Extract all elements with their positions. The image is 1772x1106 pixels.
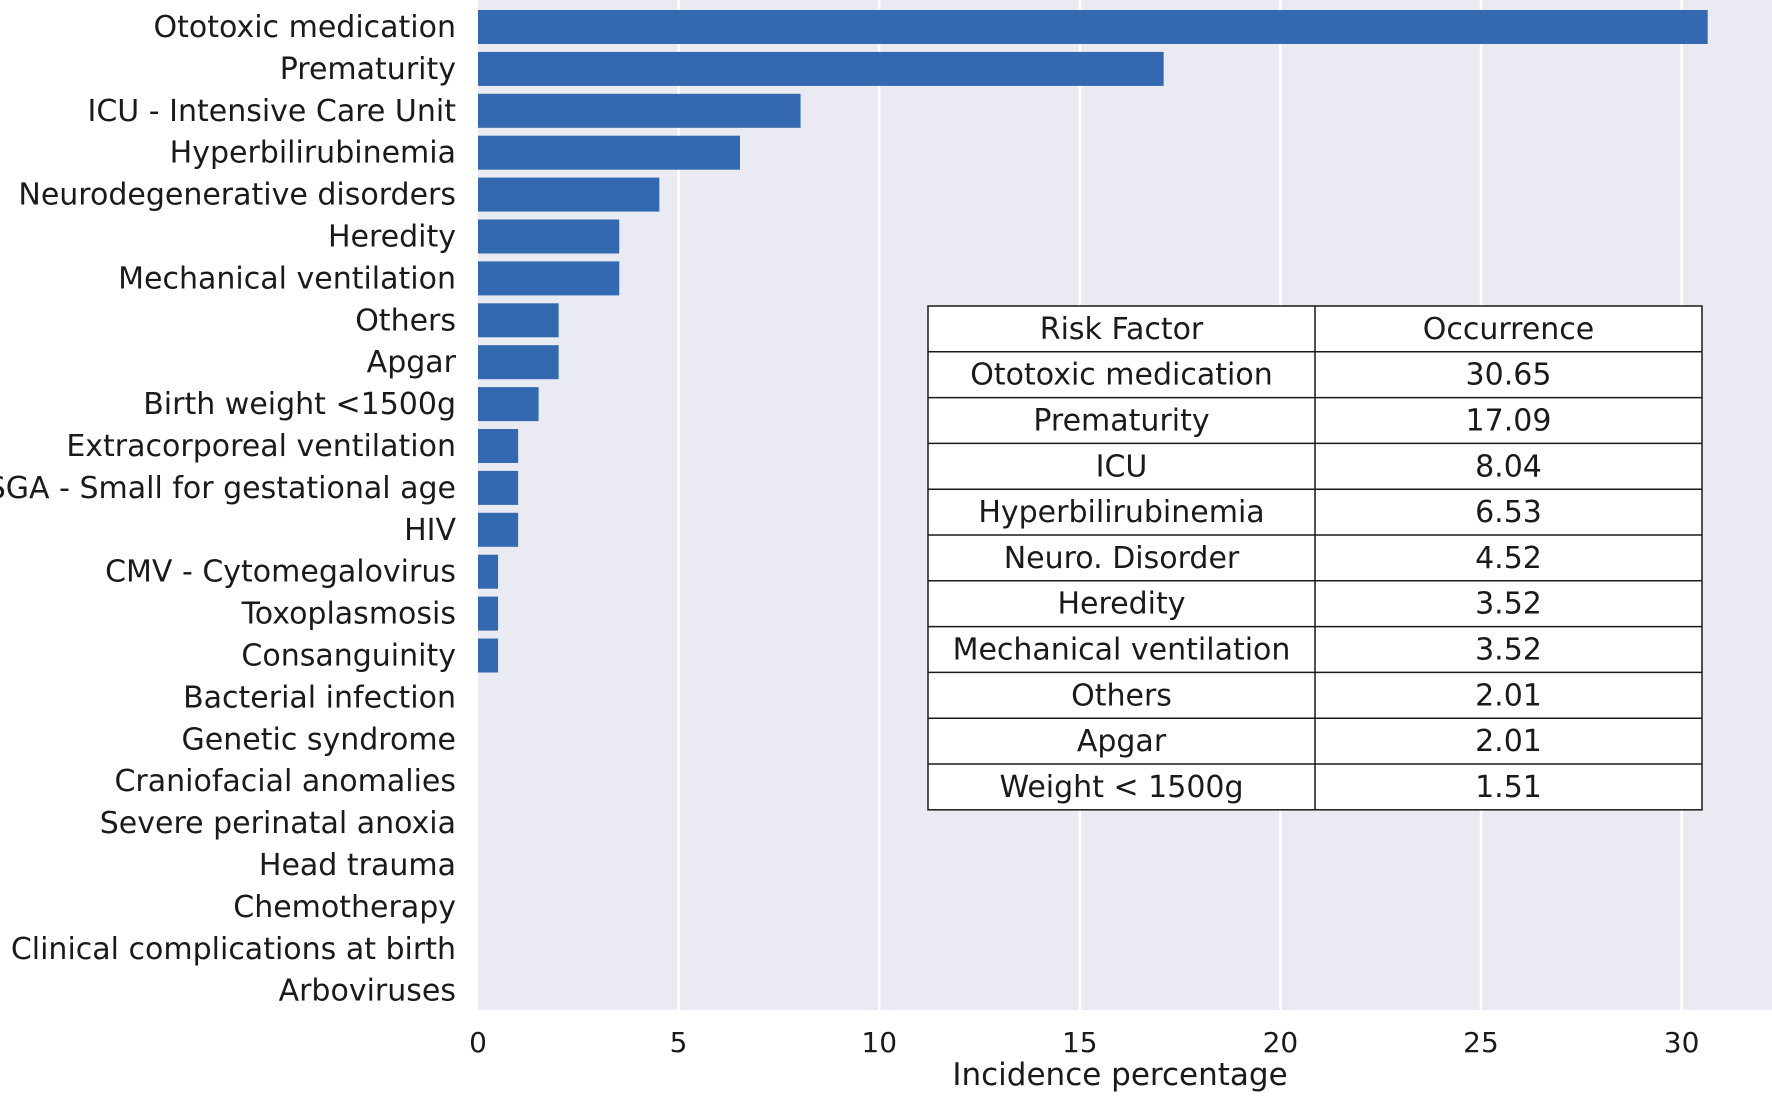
category-label: Head trauma: [259, 848, 456, 883]
table-cell: 3.52: [1475, 587, 1542, 622]
x-tick-label: 15: [1062, 1026, 1098, 1059]
bar: [478, 10, 1708, 44]
table-cell: Others: [1071, 678, 1172, 713]
table-header-cell: Occurrence: [1423, 312, 1595, 347]
bar: [478, 429, 519, 463]
category-label: Chemotherapy: [233, 890, 456, 925]
table-cell: Mechanical ventilation: [953, 633, 1291, 668]
bar: [478, 51, 1164, 86]
bar: [478, 93, 801, 128]
category-label: Genetic syndrome: [182, 722, 456, 757]
table-cell: Heredity: [1057, 587, 1185, 622]
category-label: Apgar: [367, 345, 457, 380]
bar: [478, 219, 620, 254]
bar: [478, 345, 559, 380]
x-tick-label: 20: [1263, 1026, 1299, 1059]
category-labels: Ototoxic medication Prematurity ICU - Inte…: [0, 10, 457, 1009]
table-cell: ICU: [1096, 449, 1148, 484]
x-tick-label: 30: [1664, 1026, 1700, 1059]
table-cell: 17.09: [1466, 404, 1552, 439]
x-tick-label: 0: [469, 1026, 487, 1059]
category-label: Neurodegenerative disorders: [18, 178, 456, 213]
category-label: Prematurity: [280, 52, 456, 87]
category-label: Heredity: [328, 220, 456, 255]
table-cell: 4.52: [1475, 541, 1542, 576]
table-cell: 6.53: [1475, 495, 1542, 530]
table-cell: Hyperbilirubinemia: [978, 495, 1264, 530]
x-tick-label: 10: [861, 1026, 897, 1059]
table-cell: 8.04: [1475, 449, 1542, 484]
category-label: Bacterial infection: [183, 680, 456, 715]
bars: [478, 10, 1708, 673]
table-cell: 2.01: [1475, 724, 1542, 759]
table-cell: Ototoxic medication: [970, 358, 1272, 393]
bar: [478, 177, 660, 212]
category-label: Consanguinity: [241, 639, 456, 674]
bar: [478, 387, 539, 422]
category-label: Arboviruses: [279, 974, 456, 1009]
category-label: Clinical complications at birth: [11, 932, 456, 967]
category-label: Extracorporeal ventilation: [66, 429, 456, 464]
bar: [478, 135, 740, 170]
category-label: CMV - Cytomegalovirus: [105, 555, 456, 590]
category-label: Craniofacial anomalies: [114, 764, 456, 799]
x-tick-label: 25: [1463, 1026, 1499, 1059]
x-tick-label: 5: [670, 1026, 688, 1059]
bar: [478, 470, 519, 505]
table-cell: 30.65: [1466, 358, 1552, 393]
table-cell: 3.52: [1475, 633, 1542, 668]
category-label: Toxoplasmosis: [241, 597, 456, 632]
table-cell: Weight < 1500g: [999, 770, 1243, 805]
category-label: Mechanical ventilation: [118, 261, 456, 296]
bar: [478, 303, 559, 338]
category-label: Others: [355, 303, 456, 338]
table-cell: 2.01: [1475, 678, 1542, 713]
category-label: ICU - Intensive Care Unit: [87, 94, 456, 129]
category-label: Hyperbilirubinemia: [170, 136, 456, 171]
category-label: HIV: [404, 513, 456, 548]
x-tick-labels: 0 5 10 15 20 25 30: [469, 1026, 1699, 1059]
category-label: SGA - Small for gestational age: [0, 471, 456, 506]
table-cell: Prematurity: [1033, 404, 1209, 439]
x-axis-title: Incidence percentage: [952, 1057, 1287, 1093]
table-header-cell: Risk Factor: [1040, 312, 1204, 347]
table-cell: Apgar: [1077, 724, 1167, 759]
bar: [478, 638, 499, 673]
table-cell: 1.51: [1475, 770, 1542, 805]
bar: [478, 261, 620, 296]
bar: [478, 554, 499, 589]
data-table: Risk Factor Occurrence Ototoxic medication…: [927, 305, 1703, 811]
category-label: Birth weight <1500g: [143, 387, 456, 422]
table-cell: Neuro. Disorder: [1004, 541, 1240, 576]
category-label: Ototoxic medication: [154, 10, 456, 45]
category-label: Severe perinatal anoxia: [100, 806, 456, 841]
bar: [478, 596, 499, 631]
bar: [478, 512, 519, 547]
